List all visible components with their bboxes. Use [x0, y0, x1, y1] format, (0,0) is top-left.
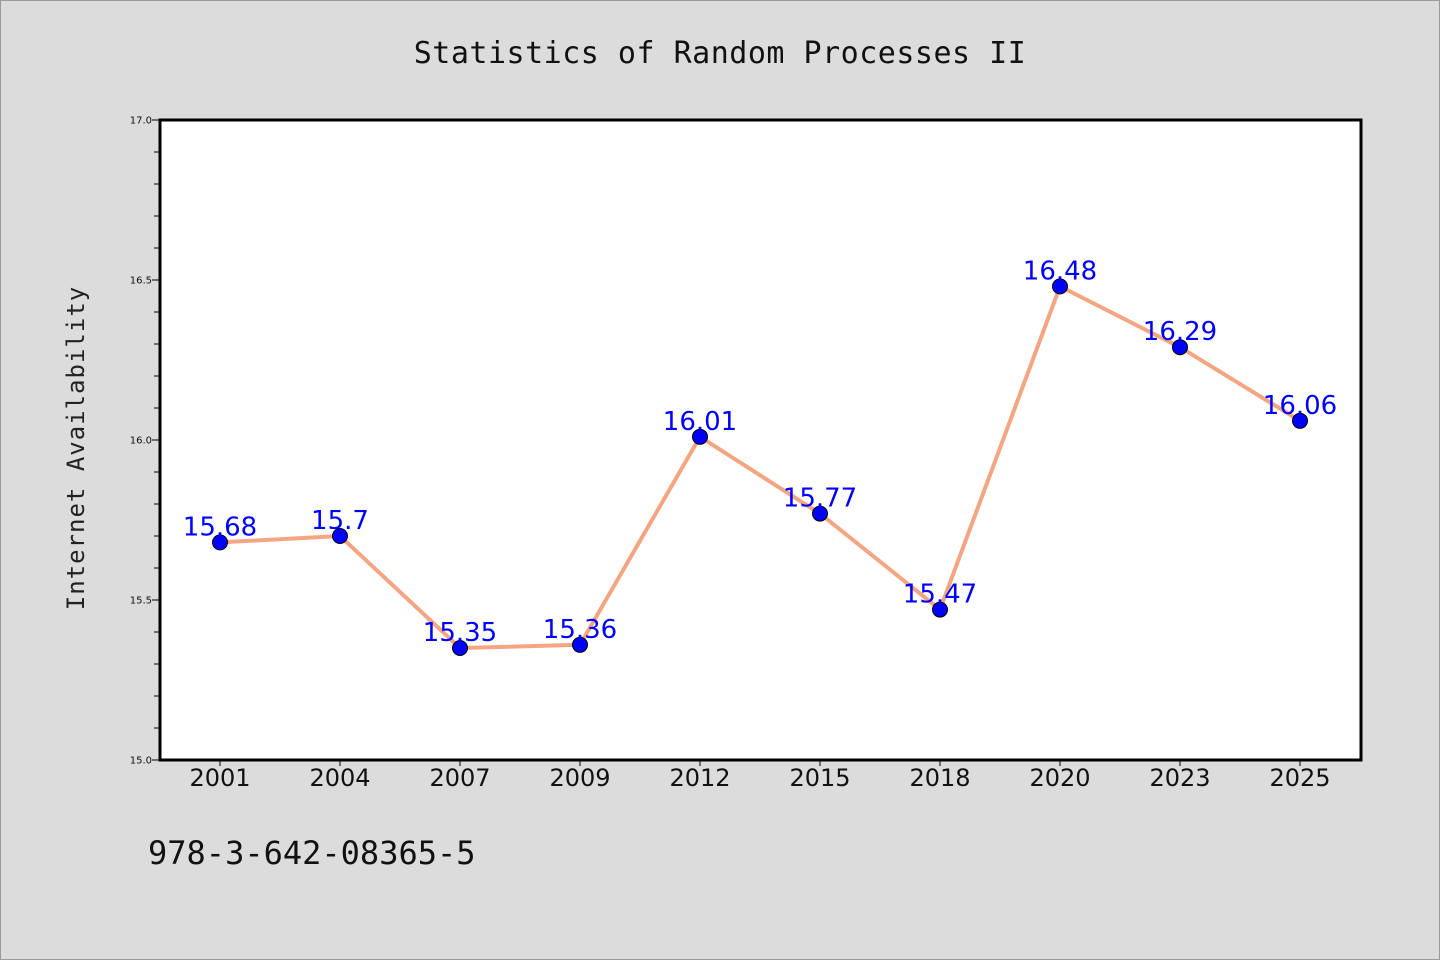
series-line [218, 284, 1302, 650]
data-point [932, 601, 948, 618]
data-label: 16.06 [1263, 391, 1337, 421]
data-point [452, 640, 468, 656]
data-label: 15.36 [543, 615, 617, 645]
x-tick-label: 2009 [549, 764, 610, 792]
x-tick-label: 2001 [189, 764, 250, 792]
data-point [572, 636, 588, 653]
series-points [212, 278, 1308, 656]
data-label: 15.7 [311, 506, 369, 536]
data-point [1052, 278, 1068, 295]
y-axis-ticks: 15.0 15.5 16.0 16.5 17.0 [130, 116, 160, 767]
y-tick-label: 16.0 [130, 436, 152, 447]
plot-area [158, 118, 1363, 762]
data-label: 16.29 [1143, 317, 1217, 347]
data-point [1292, 412, 1308, 429]
data-labels: 15.68 15.7 15.35 15.36 16.01 15.77 15.47 16.48 1… [183, 256, 1337, 648]
data-label: 16.01 [663, 407, 737, 437]
x-tick-label: 2007 [429, 764, 490, 792]
data-label: 15.35 [423, 618, 497, 648]
data-point [692, 428, 708, 445]
data-label: 15.47 [903, 580, 977, 610]
x-tick-label: 2023 [1149, 764, 1210, 792]
y-axis-label: Internet Availability [62, 286, 90, 610]
x-tick-label: 2015 [789, 764, 850, 792]
data-point [812, 505, 828, 522]
x-tick-label: 2025 [1269, 764, 1330, 792]
data-label: 16.48 [1023, 256, 1097, 286]
x-tick-label: 2020 [1029, 764, 1090, 792]
data-label: 15.68 [183, 512, 257, 542]
x-tick-label: 2004 [309, 764, 370, 792]
caption-text: 978-3-642-08365-5 [148, 834, 476, 872]
data-label: 15.77 [783, 484, 857, 514]
data-point [1172, 339, 1188, 356]
data-point [332, 528, 348, 544]
x-axis-ticks: 2001 2004 2007 2009 2012 2015 2018 2020 2023 2025 [189, 760, 1331, 792]
x-tick-label: 2012 [669, 764, 730, 792]
y-tick-label: 15.0 [130, 756, 152, 767]
chart-title: Statistics of Random Processes II [414, 36, 1027, 71]
y-tick-label: 17.0 [130, 116, 152, 127]
x-tick-label: 2018 [909, 764, 970, 792]
data-point [212, 534, 228, 551]
y-tick-label: 16.5 [130, 276, 152, 287]
series-lines [218, 284, 1302, 650]
y-tick-label: 15.5 [130, 596, 152, 607]
